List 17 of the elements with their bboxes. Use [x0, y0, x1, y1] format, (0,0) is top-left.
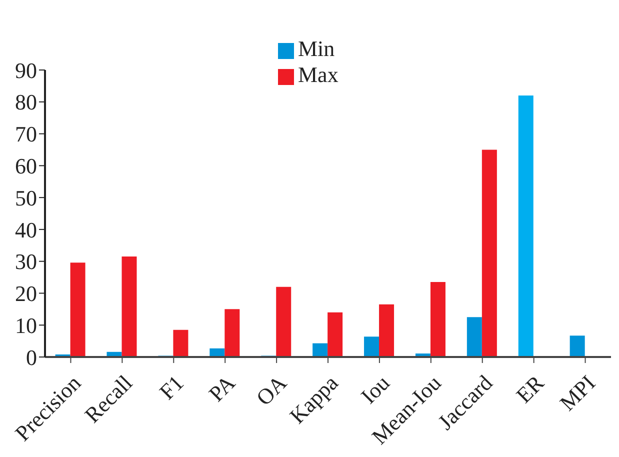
legend-label: Max — [298, 62, 338, 87]
y-tick-label: 70 — [15, 122, 37, 147]
y-tick-label: 90 — [15, 58, 37, 83]
x-tick-label: PA — [204, 370, 240, 406]
y-tick-label: 60 — [15, 153, 37, 178]
x-tick-label: MPI — [554, 370, 600, 416]
x-tick-label: F1 — [154, 370, 188, 404]
y-tick-label: 30 — [15, 249, 37, 274]
x-tick-label: ER — [511, 370, 549, 408]
y-tick-label: 10 — [15, 312, 37, 338]
y-tick-label: 40 — [15, 217, 37, 242]
x-tick-label: OA — [251, 370, 292, 410]
y-tick-label: 80 — [15, 90, 37, 115]
y-tick-label: 50 — [15, 185, 37, 210]
legend-label: Min — [298, 36, 335, 61]
y-tick-label: 0 — [26, 344, 37, 370]
y-tick-label: 20 — [15, 281, 37, 306]
